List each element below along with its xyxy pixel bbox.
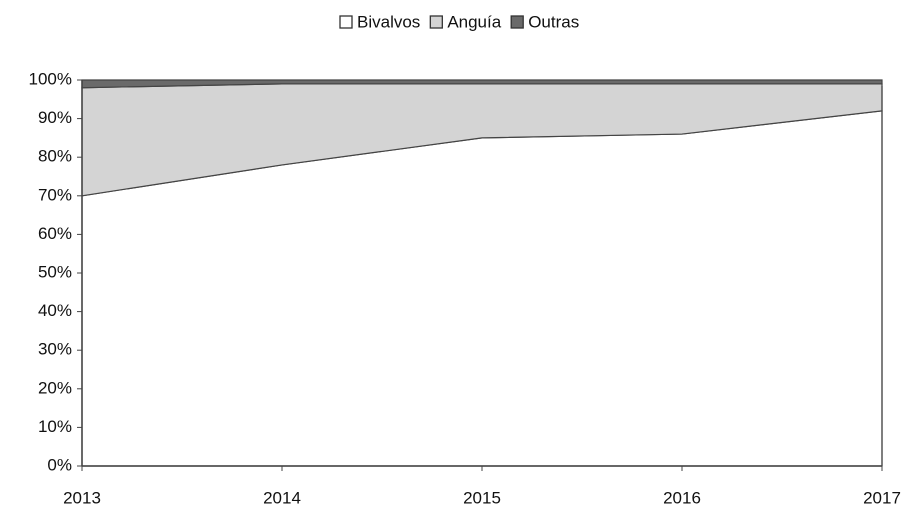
area	[81, 79, 883, 89]
y-tick-label: 70%	[38, 185, 72, 204]
y-tick-label: 10%	[38, 417, 72, 436]
x-tick-label: 2016	[663, 488, 701, 507]
legend-label: Anguía	[447, 12, 501, 31]
x-tick-label: 2017	[863, 488, 901, 507]
y-tick-label: 60%	[38, 224, 72, 243]
x-tick-label: 2014	[263, 488, 301, 507]
y-tick-label: 30%	[38, 340, 72, 359]
y-tick-label: 40%	[38, 301, 72, 320]
y-tick-label: 90%	[38, 108, 72, 127]
y-tick-label: 80%	[38, 147, 72, 166]
y-tick-label: 20%	[38, 378, 72, 397]
legend-swatch	[510, 15, 524, 29]
legend-label: Bivalvos	[357, 12, 420, 31]
legend-swatch	[339, 15, 353, 29]
x-tick-label: 2013	[63, 488, 101, 507]
x-tick-label: 2015	[463, 488, 501, 507]
y-tick-label: 50%	[38, 262, 72, 281]
legend-label: Outras	[528, 12, 579, 31]
y-tick-label: 100%	[29, 69, 72, 88]
legend-swatch	[429, 15, 443, 29]
y-tick-label: 0%	[47, 455, 72, 474]
